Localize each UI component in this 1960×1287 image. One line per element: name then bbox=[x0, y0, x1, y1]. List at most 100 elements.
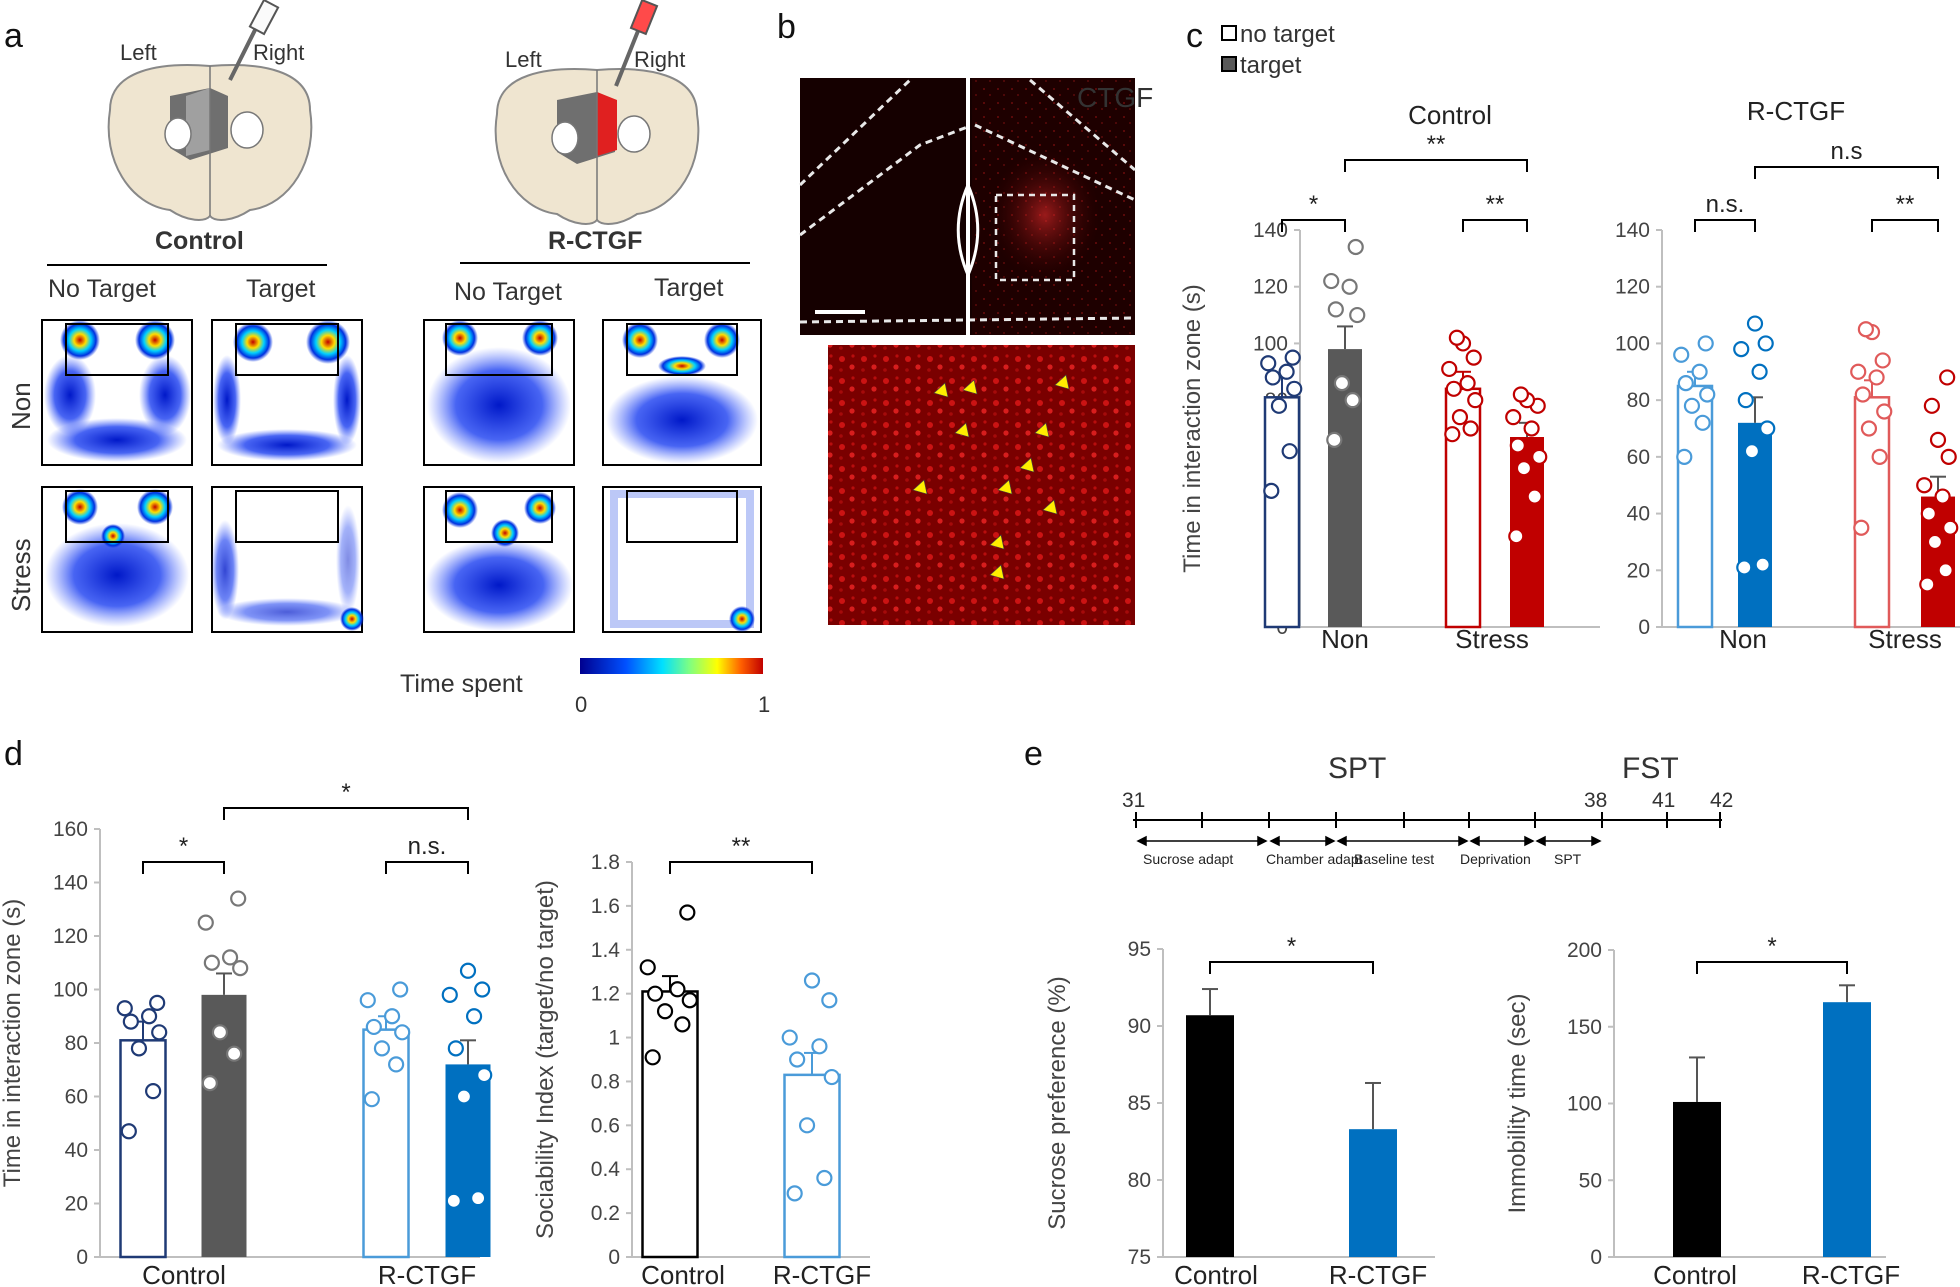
data-point bbox=[197, 914, 214, 931]
data-point bbox=[1743, 443, 1761, 460]
y-tick-label: 90 bbox=[1128, 1015, 1151, 1038]
y-tick-label: 1.4 bbox=[591, 939, 621, 962]
significance-bracket bbox=[1694, 219, 1756, 232]
data-point bbox=[1512, 386, 1529, 403]
y-tick-label: 120 bbox=[53, 925, 88, 948]
heatmap-rctgf-stress-notarget bbox=[423, 486, 575, 633]
y-tick-label: 85 bbox=[1128, 1092, 1151, 1115]
data-point bbox=[674, 1016, 691, 1033]
stain-label: CTGF bbox=[1077, 82, 1153, 113]
y-tick-label: 160 bbox=[53, 818, 88, 841]
data-point bbox=[647, 985, 664, 1002]
significance-label: n.s. bbox=[1706, 191, 1745, 218]
data-point bbox=[201, 1075, 218, 1092]
data-point bbox=[1341, 278, 1358, 295]
chart-d-interaction-time: 0 20 40 60 80 100 120 140 160 Time in interaction… bbox=[0, 779, 493, 1287]
y-tick-label: 40 bbox=[65, 1139, 88, 1162]
significance-bracket bbox=[1871, 219, 1939, 232]
col-label-no-target: No Target bbox=[48, 275, 156, 303]
chart-e-immobility-time: 0 50 100 150 200 Immobility time (sec) Control… bbox=[1504, 933, 1900, 1287]
data-point bbox=[476, 1066, 493, 1084]
y-tick-label: 40 bbox=[1627, 503, 1650, 526]
data-point bbox=[1676, 448, 1693, 465]
data-point bbox=[445, 1192, 462, 1209]
data-point bbox=[1876, 403, 1893, 420]
panel-a: Left Right Control No Target Target Left… bbox=[6, 0, 770, 717]
data-point bbox=[383, 1008, 401, 1025]
side-left-label: Left bbox=[120, 40, 157, 65]
data-point bbox=[803, 972, 821, 989]
data-point bbox=[1323, 272, 1340, 290]
panel-b: CTGF bbox=[798, 78, 1153, 625]
data-point bbox=[1505, 409, 1522, 426]
data-point bbox=[1260, 355, 1277, 372]
y-tick-label: 60 bbox=[1627, 446, 1650, 469]
data-point bbox=[1746, 315, 1764, 332]
side-right-label: Right bbox=[253, 40, 304, 65]
bar bbox=[1186, 1015, 1234, 1257]
significance-bracket bbox=[223, 807, 469, 820]
group-title-rctgf: R-CTGF bbox=[548, 227, 642, 255]
x-category-label: Non bbox=[1719, 624, 1767, 654]
y-axis-title: Immobility time (sec) bbox=[1504, 993, 1531, 1213]
legend-c: no target target bbox=[1221, 21, 1335, 79]
bar bbox=[1823, 1002, 1871, 1257]
legend-swatch-no-target bbox=[1221, 25, 1237, 41]
data-point bbox=[1929, 431, 1947, 448]
data-point bbox=[1284, 349, 1301, 366]
data-point bbox=[811, 1038, 828, 1055]
data-point bbox=[1926, 533, 1944, 551]
data-point bbox=[1278, 363, 1295, 380]
data-point bbox=[1465, 349, 1482, 366]
y-tick-label: 200 bbox=[1567, 939, 1602, 962]
heatmap-control-stress-notarget bbox=[41, 486, 193, 633]
data-point bbox=[459, 962, 477, 979]
timeline-day-31: 31 bbox=[1122, 789, 1145, 812]
timeline-day-38: 38 bbox=[1584, 789, 1607, 812]
data-point bbox=[1462, 420, 1479, 437]
brain-diagram-rctgf bbox=[494, 0, 700, 225]
bar bbox=[641, 990, 699, 1259]
data-point bbox=[1677, 375, 1694, 392]
data-point bbox=[1286, 380, 1303, 397]
data-point bbox=[1937, 562, 1954, 579]
x-category-label: R-CTGF bbox=[773, 1260, 871, 1287]
data-point bbox=[823, 1068, 840, 1086]
data-point bbox=[232, 959, 249, 977]
data-point bbox=[1523, 420, 1540, 437]
data-point bbox=[151, 1024, 168, 1041]
data-point bbox=[1281, 443, 1298, 460]
timeline-day-41: 41 bbox=[1652, 789, 1675, 812]
y-tick-label: 1.6 bbox=[591, 895, 620, 918]
data-point bbox=[120, 1123, 137, 1140]
data-point bbox=[781, 1029, 798, 1046]
significance-bracket bbox=[385, 861, 469, 874]
data-point bbox=[211, 1024, 229, 1041]
significance-bracket bbox=[1209, 961, 1374, 974]
y-tick-label: 0 bbox=[608, 1246, 620, 1269]
chart-d-sociability-index: 0 0.2 0.4 0.6 0.8 1 1.2 1.4 1.6 1.8 Sociability In… bbox=[532, 833, 871, 1287]
col-label-no-target-2: No Target bbox=[454, 278, 562, 306]
x-category-label: Non bbox=[1321, 624, 1369, 654]
x-category-label: Control bbox=[1174, 1260, 1258, 1287]
data-point bbox=[639, 959, 656, 976]
data-point bbox=[394, 1024, 411, 1041]
data-point bbox=[1860, 420, 1878, 437]
y-tick-label: 1.2 bbox=[591, 983, 620, 1006]
y-tick-label: 100 bbox=[1567, 1093, 1602, 1116]
data-point bbox=[1920, 505, 1937, 522]
phase-baseline-test: Baseline test bbox=[1354, 851, 1434, 867]
significance-label: * bbox=[341, 779, 350, 806]
bar bbox=[1263, 396, 1301, 629]
significance-label: ** bbox=[1427, 131, 1446, 158]
colorbar bbox=[580, 658, 763, 674]
timeline-spt-label: SPT bbox=[1328, 752, 1386, 785]
data-point bbox=[1940, 448, 1957, 465]
heatmap-control-stress-target bbox=[211, 486, 364, 633]
data-point bbox=[644, 1049, 661, 1066]
significance-label: * bbox=[179, 833, 188, 860]
y-tick-label: 75 bbox=[1128, 1246, 1151, 1269]
y-tick-label: 100 bbox=[1253, 332, 1288, 355]
side-left-label-2: Left bbox=[505, 47, 542, 72]
